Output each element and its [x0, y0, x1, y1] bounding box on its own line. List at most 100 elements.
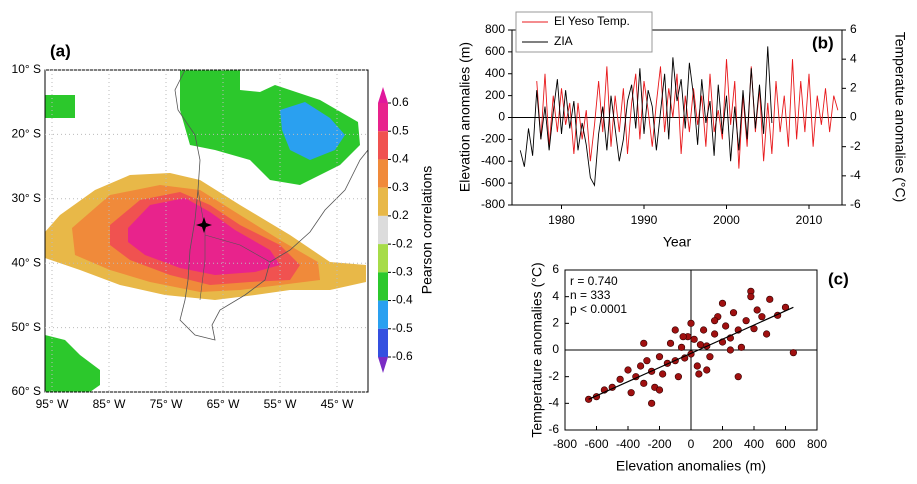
y-tick-label: 600	[485, 44, 505, 58]
point	[726, 346, 734, 354]
series-line	[536, 59, 839, 169]
colorbar-segment	[378, 215, 388, 245]
lat-label: 60° S	[12, 384, 41, 398]
y-tick-label: 0	[498, 110, 505, 124]
point	[648, 399, 656, 407]
point	[655, 386, 664, 394]
x-tick-label: 1990	[631, 213, 658, 227]
y-axis-label: Elevation anomalies (m)	[457, 42, 473, 192]
colorbar-tick-label: -0.4	[392, 293, 413, 307]
region-green	[45, 335, 100, 392]
point	[699, 326, 708, 334]
y-tick-label: 2	[552, 316, 559, 330]
panel-label: (a)	[50, 41, 71, 60]
point	[616, 375, 624, 383]
annotation: r = 0.740	[570, 274, 618, 288]
point	[758, 313, 766, 321]
point	[627, 389, 635, 397]
point	[690, 335, 698, 343]
y2-tick-label: 0	[850, 110, 857, 124]
colorbar-segment	[378, 187, 388, 216]
y-tick-label: -2	[548, 369, 559, 383]
y-tick-label: -4	[548, 396, 559, 410]
point	[722, 322, 730, 330]
legend	[515, 11, 653, 53]
point	[693, 362, 701, 370]
plot-frame	[511, 29, 843, 206]
y2-tick-label: -4	[850, 168, 861, 182]
lat-label: 30° S	[12, 191, 41, 205]
panel-label: (c)	[828, 269, 849, 288]
y2-tick-label: 2	[850, 81, 857, 95]
x-axis-label: Year	[663, 234, 692, 250]
lat-label: 50° S	[12, 320, 41, 334]
point	[624, 366, 632, 374]
lon-label: 55° W	[264, 397, 297, 411]
y2-tick-label: 4	[850, 51, 857, 65]
x-tick-label: 400	[744, 437, 764, 451]
point	[762, 330, 771, 338]
point	[766, 295, 774, 303]
lon-label: 75° W	[150, 397, 183, 411]
y-tick-label: 4	[552, 289, 559, 303]
colorbar-segment	[378, 244, 388, 273]
point	[585, 395, 593, 403]
y2-tick-label: 6	[850, 22, 857, 36]
colorbar-tick-label: -0.6	[392, 349, 413, 363]
y-tick-label: -6	[548, 422, 559, 436]
x-tick-label: 1980	[548, 213, 575, 227]
y-tick-label: 0	[552, 342, 559, 356]
colorbar-cap	[378, 87, 388, 103]
point	[695, 370, 703, 378]
point	[789, 349, 797, 357]
region-blue	[280, 102, 345, 160]
lon-label: 45° W	[321, 397, 354, 411]
colorbar-tick-label: 0.4	[392, 152, 409, 166]
colorbar-segment	[378, 328, 388, 357]
point	[747, 293, 755, 301]
colorbar-tick-label: 0.5	[392, 123, 409, 137]
y2-tick-label: -6	[850, 197, 861, 211]
x-axis-label: Elevation anomalies (m)	[616, 458, 766, 474]
point	[711, 317, 719, 325]
point	[677, 343, 686, 351]
y-tick-label: -800	[481, 197, 505, 211]
coastline	[174, 69, 369, 341]
point	[729, 309, 738, 317]
point	[737, 343, 746, 351]
legend-label: ZIA	[554, 34, 573, 48]
point	[706, 353, 714, 361]
trend-line	[588, 306, 794, 400]
y-tick-label: 400	[485, 66, 505, 80]
point	[666, 339, 675, 347]
x-tick-label: -600	[584, 437, 608, 451]
colorbar-tick-label: -0.2	[392, 236, 413, 250]
colorbar-tick-label: 0.6	[392, 95, 409, 109]
annotation: p < 0.0001	[570, 302, 627, 316]
colorbar-label: Pearson correlations	[419, 166, 435, 294]
colorbar-tick-label: 0.2	[392, 208, 409, 222]
lon-label: 65° W	[207, 397, 240, 411]
x-tick-label: 0	[688, 437, 695, 451]
x-tick-label: 2000	[713, 213, 740, 227]
colorbar-cap	[378, 357, 388, 373]
point	[711, 330, 719, 338]
point	[687, 319, 695, 327]
lat-label: 40° S	[12, 255, 41, 269]
site-marker	[196, 217, 212, 233]
point	[718, 299, 727, 307]
point	[636, 362, 645, 370]
point	[742, 317, 750, 325]
colorbar-segment	[378, 159, 388, 188]
y-axis-label: Temperature anomalies (°C)	[529, 262, 545, 437]
point	[640, 339, 648, 347]
point	[734, 373, 742, 381]
point	[696, 341, 705, 349]
y-tick-label: -200	[481, 132, 505, 146]
x-tick-label: -400	[616, 437, 640, 451]
y-tick-label: 6	[552, 262, 559, 276]
region-green	[45, 95, 75, 118]
point	[703, 366, 711, 374]
y-tick-label: -400	[481, 153, 505, 167]
